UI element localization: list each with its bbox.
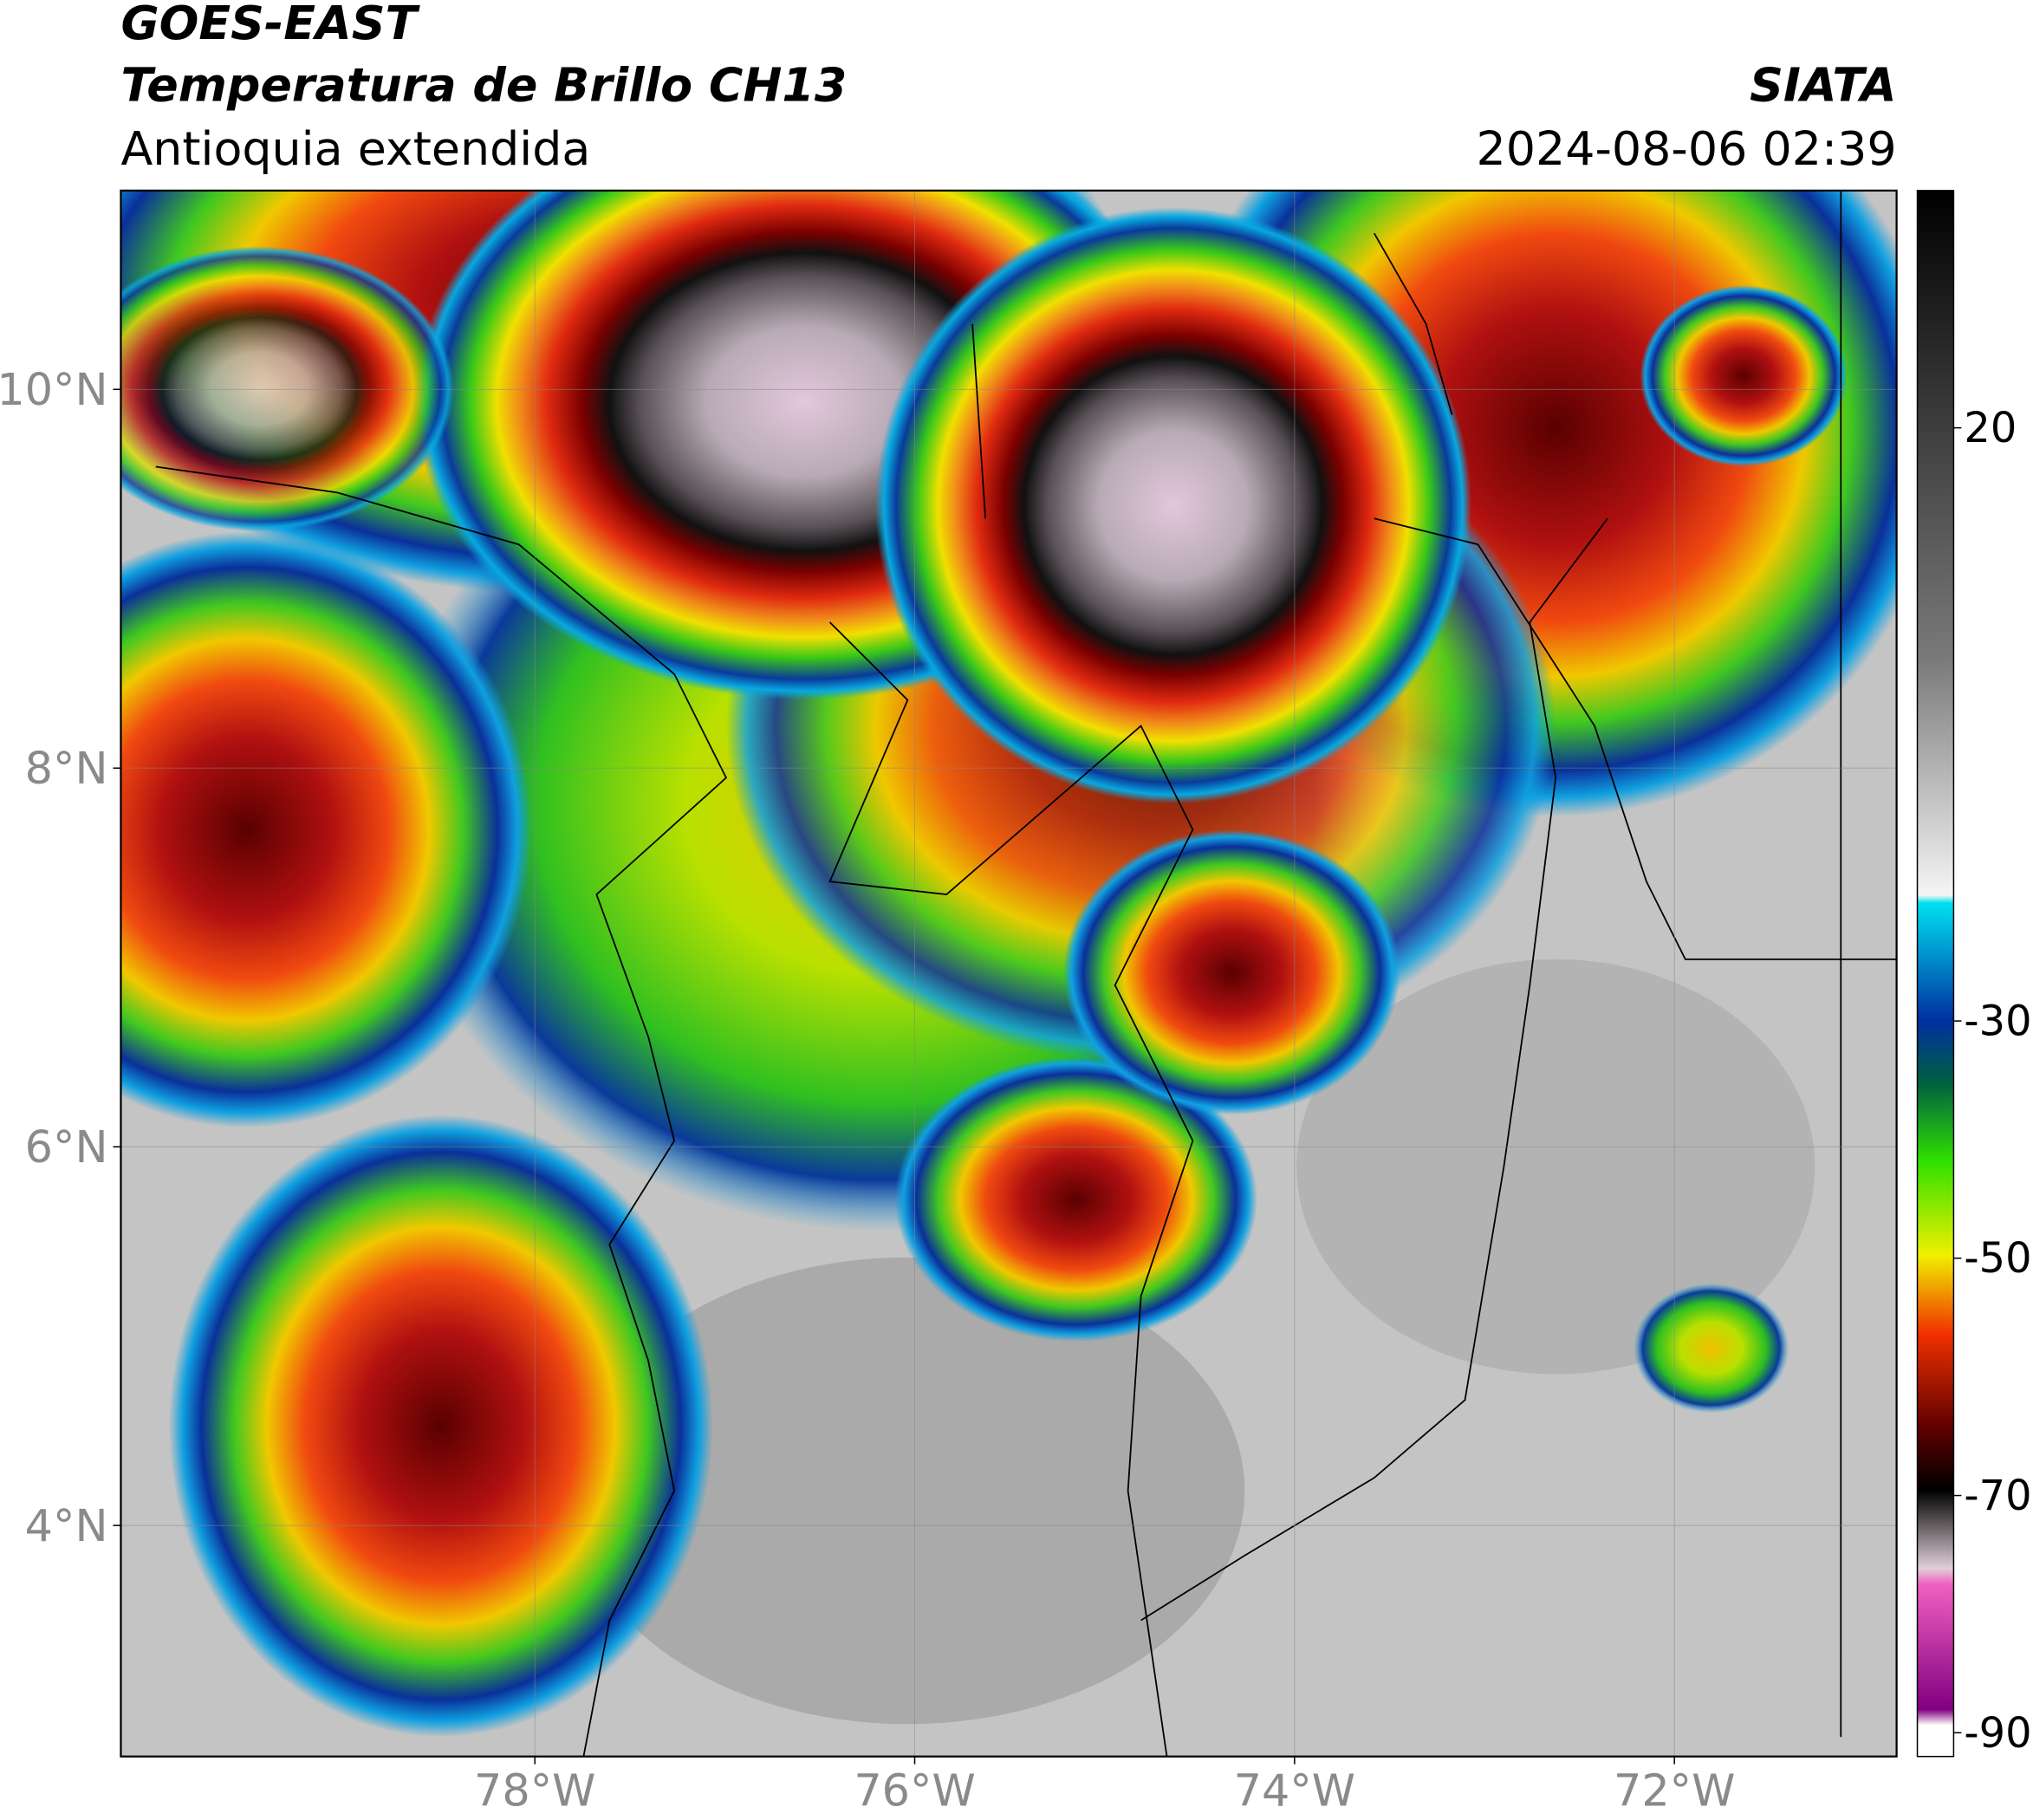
colorbar-tick-label: -30 <box>1964 998 2031 1045</box>
x-tick-label: 72°W <box>1614 1765 1735 1817</box>
colorbar <box>1916 190 1955 1758</box>
colorbar-tick-label: -50 <box>1964 1235 2031 1283</box>
y-tick-label: 10°N <box>0 364 107 415</box>
y-tick-label: 6°N <box>25 1121 108 1173</box>
y-tick-label: 4°N <box>25 1500 108 1551</box>
colorbar-tick-label: 20 <box>1964 405 2017 452</box>
satellite-image <box>120 190 1897 1757</box>
timestamp: 2024-08-06 02:39 <box>1477 121 1897 176</box>
map-frame <box>120 189 1898 1758</box>
title: GOES-EAST <box>120 0 420 50</box>
source: SIATA <box>1750 58 1897 113</box>
colorbar-tick-label: -70 <box>1964 1472 2031 1520</box>
grid <box>120 190 1897 1757</box>
x-tick-label: 74°W <box>1234 1765 1355 1817</box>
subtitle: Temperatura de Brillo CH13 <box>120 58 847 113</box>
x-tick-label: 76°W <box>854 1765 975 1817</box>
y-tick-label: 8°N <box>25 743 108 794</box>
colorbar-tick-label: -90 <box>1964 1710 2031 1758</box>
x-tick-label: 78°W <box>474 1765 595 1817</box>
region: Antioquia extendida <box>120 121 590 176</box>
